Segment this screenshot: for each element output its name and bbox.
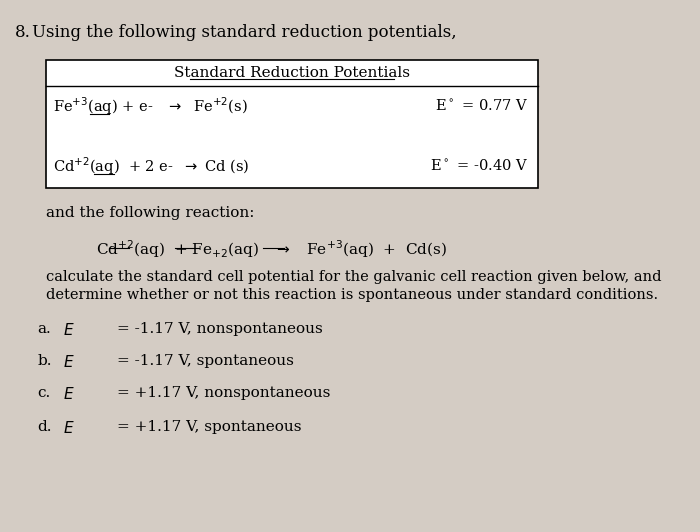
Text: $E$: $E$	[62, 386, 74, 402]
Text: determine whether or not this reaction is spontaneous under standard conditions.: determine whether or not this reaction i…	[46, 288, 658, 302]
Text: = +1.17 V, spontaneous: = +1.17 V, spontaneous	[117, 420, 302, 434]
Text: $E$: $E$	[62, 322, 74, 338]
Text: 8.: 8.	[15, 24, 31, 41]
Text: b.: b.	[38, 354, 52, 368]
Text: Using the following standard reduction potentials,: Using the following standard reduction p…	[32, 24, 456, 41]
Text: $E$: $E$	[62, 354, 74, 370]
Text: Cd$^{+2}$(aq)  + Fe$_{+2}$(aq)   $\rightarrow$   Fe$^{+3}$(aq)  +  Cd(s): Cd$^{+2}$(aq) + Fe$_{+2}$(aq) $\rightarr…	[96, 238, 447, 260]
Text: = -1.17 V, spontaneous: = -1.17 V, spontaneous	[117, 354, 294, 368]
Text: c.: c.	[38, 386, 51, 400]
Text: $E$: $E$	[62, 420, 74, 436]
Text: = -1.17 V, nonspontaneous: = -1.17 V, nonspontaneous	[117, 322, 323, 336]
Text: E$^\circ$ = -0.40 V: E$^\circ$ = -0.40 V	[430, 159, 528, 173]
Text: Fe$^{+3}$(aq) + e-   $\rightarrow$  Fe$^{+2}$(s): Fe$^{+3}$(aq) + e- $\rightarrow$ Fe$^{+2…	[52, 95, 247, 117]
Text: d.: d.	[38, 420, 52, 434]
Text: calculate the standard cell potential for the galvanic cell reaction given below: calculate the standard cell potential fo…	[46, 270, 662, 284]
Text: Cd$^{+2}$(aq)  + 2 e-  $\rightarrow$ Cd (s): Cd$^{+2}$(aq) + 2 e- $\rightarrow$ Cd (s…	[52, 155, 249, 177]
Bar	[46, 60, 538, 188]
Text: = +1.17 V, nonspontaneous: = +1.17 V, nonspontaneous	[117, 386, 330, 400]
Text: Standard Reduction Potentials: Standard Reduction Potentials	[174, 66, 410, 80]
Text: a.: a.	[38, 322, 51, 336]
Text: E$^\circ$ = 0.77 V: E$^\circ$ = 0.77 V	[435, 98, 528, 114]
Text: and the following reaction:: and the following reaction:	[46, 206, 254, 220]
